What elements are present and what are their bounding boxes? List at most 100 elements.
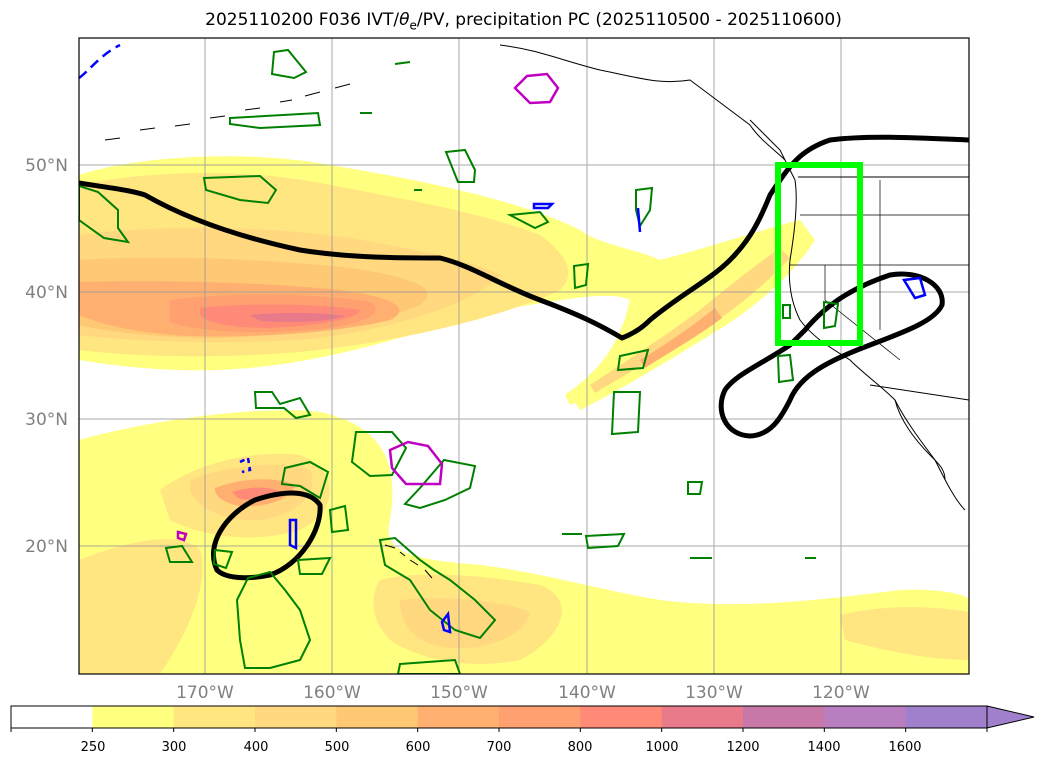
pv-contour-small	[360, 61, 816, 559]
pv-contour	[635, 186, 654, 229]
pv-contour	[270, 48, 308, 80]
colorbar-label: 600	[406, 740, 431, 755]
ivt-filament-600	[640, 308, 722, 368]
ivt-south-400c	[400, 598, 530, 649]
pv-contour	[572, 262, 590, 290]
lon-tick-labels: 170°W 160°W 150°W 140°W 130°W 120°W	[176, 683, 870, 703]
pv-contour	[610, 391, 642, 436]
colorbar-label: 1200	[726, 740, 759, 755]
lat-tick-label: 40°N	[25, 283, 68, 303]
lon-tick-label: 150°W	[430, 683, 488, 703]
pv-contour	[782, 304, 791, 319]
colorbar-swatch	[580, 706, 663, 728]
colorbar-label: 700	[487, 740, 512, 755]
pv-contour	[164, 544, 194, 563]
lat-tick-label: 50°N	[25, 156, 68, 176]
colorbar-label: 800	[568, 740, 593, 755]
precip-contour-blue	[440, 610, 452, 634]
colorbar-swatches	[11, 706, 988, 728]
pv-contour	[616, 348, 650, 372]
colorbar-label: 300	[162, 740, 187, 755]
precip-contour-blue	[901, 276, 927, 300]
pv-contour	[444, 148, 477, 183]
lon-tick-label: 120°W	[812, 683, 870, 703]
colorbar-swatch	[92, 706, 175, 728]
colorbar-swatch	[173, 706, 256, 728]
pv-contour	[584, 532, 626, 550]
pv-contour	[296, 556, 332, 575]
precip-contour-blue	[636, 207, 642, 233]
colorbar-swatch	[661, 706, 744, 728]
lat-tick-label: 30°N	[25, 410, 68, 430]
ivt-band-north-1000	[250, 312, 345, 322]
pv-contour	[79, 184, 131, 244]
pv-contour	[280, 460, 330, 500]
map-frame	[78, 37, 970, 675]
colorbar-labels: 250 300 400 500 600 700 800 1000 1200 14…	[81, 740, 922, 755]
pv-contour	[229, 111, 322, 130]
colorbar-label: 1000	[645, 740, 678, 755]
colorbar-swatch	[417, 706, 500, 728]
pv-contour	[235, 570, 312, 669]
state-borders	[790, 180, 969, 361]
theta-e-loop-south	[210, 490, 323, 581]
precip-contour-magenta	[388, 440, 444, 486]
theta-e-loop-east	[718, 271, 945, 439]
precip-contour-blue-dashed	[239, 456, 252, 474]
ivt-south-300	[79, 539, 203, 674]
pv-contour	[776, 353, 795, 384]
colorbar-swatch	[255, 706, 337, 728]
pv-contour	[396, 658, 462, 674]
pv-contour	[403, 458, 477, 510]
coastlines	[104, 44, 969, 579]
ivt-south-300d	[840, 607, 969, 660]
colorbar-swatch	[824, 706, 907, 728]
precip-contour-magenta	[176, 530, 188, 542]
colorbar-swatch	[499, 706, 581, 728]
colorbar-ticks	[10, 728, 988, 732]
colorbar-label: 1400	[807, 740, 840, 755]
ivt-filament-400	[590, 248, 790, 393]
precip-contour-magenta	[513, 72, 560, 105]
colorbar-swatch	[743, 706, 825, 728]
lon-tick-label: 160°W	[303, 683, 361, 703]
bc-coast	[749, 119, 796, 181]
hawaii-islands	[384, 544, 433, 579]
pv-contour	[328, 504, 350, 534]
lat-tick-labels: 50°N 40°N 30°N 20°N	[25, 156, 68, 557]
pv-contour	[202, 174, 278, 205]
pv-contour	[823, 300, 840, 330]
precip-contour-blue-dashed	[79, 43, 121, 80]
precip-contour-blue	[532, 202, 556, 210]
lat-tick-label: 20°N	[25, 537, 68, 557]
pv-contour	[506, 210, 550, 230]
baja-coast	[894, 399, 946, 481]
map-area	[79, 38, 969, 674]
aleutian-islands	[104, 83, 351, 141]
map-title: 2025110200 F036 IVT/θe/PV, precipitation…	[205, 10, 842, 33]
pv-contour	[378, 536, 497, 640]
alaska-coast	[499, 44, 786, 161]
highlight-box	[775, 162, 863, 346]
us-mexico-border	[869, 384, 969, 401]
lon-tick-label: 170°W	[176, 683, 234, 703]
colorbar-label: 400	[244, 740, 269, 755]
colorbar-swatch	[905, 706, 988, 728]
colorbar-label: 500	[325, 740, 350, 755]
colorbar: 250 300 400 500 600 700 800 1000 1200 14…	[10, 705, 1035, 755]
colorbar-swatch	[336, 706, 419, 728]
precip-contour-blue	[288, 518, 298, 551]
colorbar-extend-arrow	[986, 705, 1035, 729]
pv-contours	[79, 48, 840, 674]
lon-tick-label: 140°W	[558, 683, 616, 703]
colorbar-label: 250	[81, 740, 106, 755]
pv-contour	[253, 391, 312, 420]
lon-tick-label: 130°W	[685, 683, 743, 703]
colorbar-swatch	[11, 706, 93, 728]
pv-contour	[212, 548, 234, 570]
colorbar-label: 1600	[888, 740, 921, 755]
pv-contour	[687, 481, 704, 495]
pv-contour	[350, 431, 408, 478]
ivt-fill-field	[79, 156, 969, 674]
